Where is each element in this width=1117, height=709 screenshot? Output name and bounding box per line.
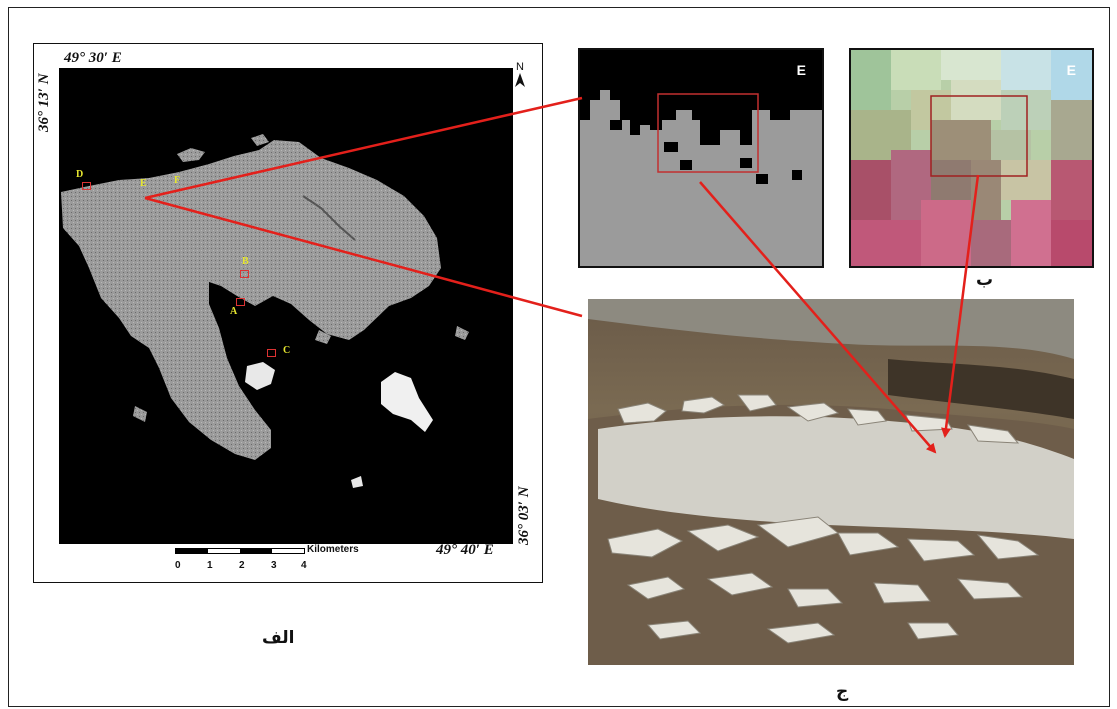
point-label-d: D <box>76 169 84 180</box>
scale-tick-0: 0 <box>175 560 181 571</box>
right-latitude-label: 36° 03′ N <box>516 486 532 545</box>
point-label-f: F <box>174 175 181 186</box>
field-photograph <box>588 299 1074 665</box>
point-label-a: A <box>230 306 238 317</box>
outcrop-mask-shapes <box>61 134 469 488</box>
point-marker-b <box>240 270 249 278</box>
binary-zoom-panel: E <box>578 48 824 268</box>
classification-map <box>59 68 513 544</box>
point-marker-d <box>82 182 91 190</box>
point-label-c: C <box>283 345 291 356</box>
rgb-zoom-panel: E <box>849 48 1094 268</box>
point-label-e: E <box>140 178 147 189</box>
top-longitude-label: 49° 30′ E <box>64 50 122 66</box>
scale-tick-1: 1 <box>207 560 213 571</box>
binary-panel-e-label: E <box>796 62 806 78</box>
scale-tick-2: 2 <box>239 560 245 571</box>
map-caption-alef: الف <box>262 628 295 648</box>
point-label-b: B <box>242 256 249 267</box>
scale-tick-3: 3 <box>271 560 277 571</box>
point-marker-c <box>267 349 276 357</box>
rgb-caption-be: ب <box>976 270 994 290</box>
point-marker-a <box>236 298 245 306</box>
left-latitude-label: 36° 13′ N <box>36 73 52 132</box>
photo-caption-jim: ج <box>836 682 849 702</box>
rgb-panel-e-label: E <box>1066 62 1076 78</box>
bottom-longitude-label: 49° 40′ E <box>436 542 494 558</box>
binary-pixel-mask <box>580 90 822 266</box>
main-outcrop-region <box>61 140 441 460</box>
north-arrow-icon: N <box>514 62 526 90</box>
north-label: N <box>516 61 524 73</box>
north-arrow-glyph-icon <box>515 73 525 87</box>
limestone-outcrop-photo <box>588 299 1074 665</box>
scale-tick-4: 4 <box>301 560 307 571</box>
rgb-pixel-composite <box>851 50 1092 266</box>
scale-unit-label: Kilometers <box>307 544 359 555</box>
